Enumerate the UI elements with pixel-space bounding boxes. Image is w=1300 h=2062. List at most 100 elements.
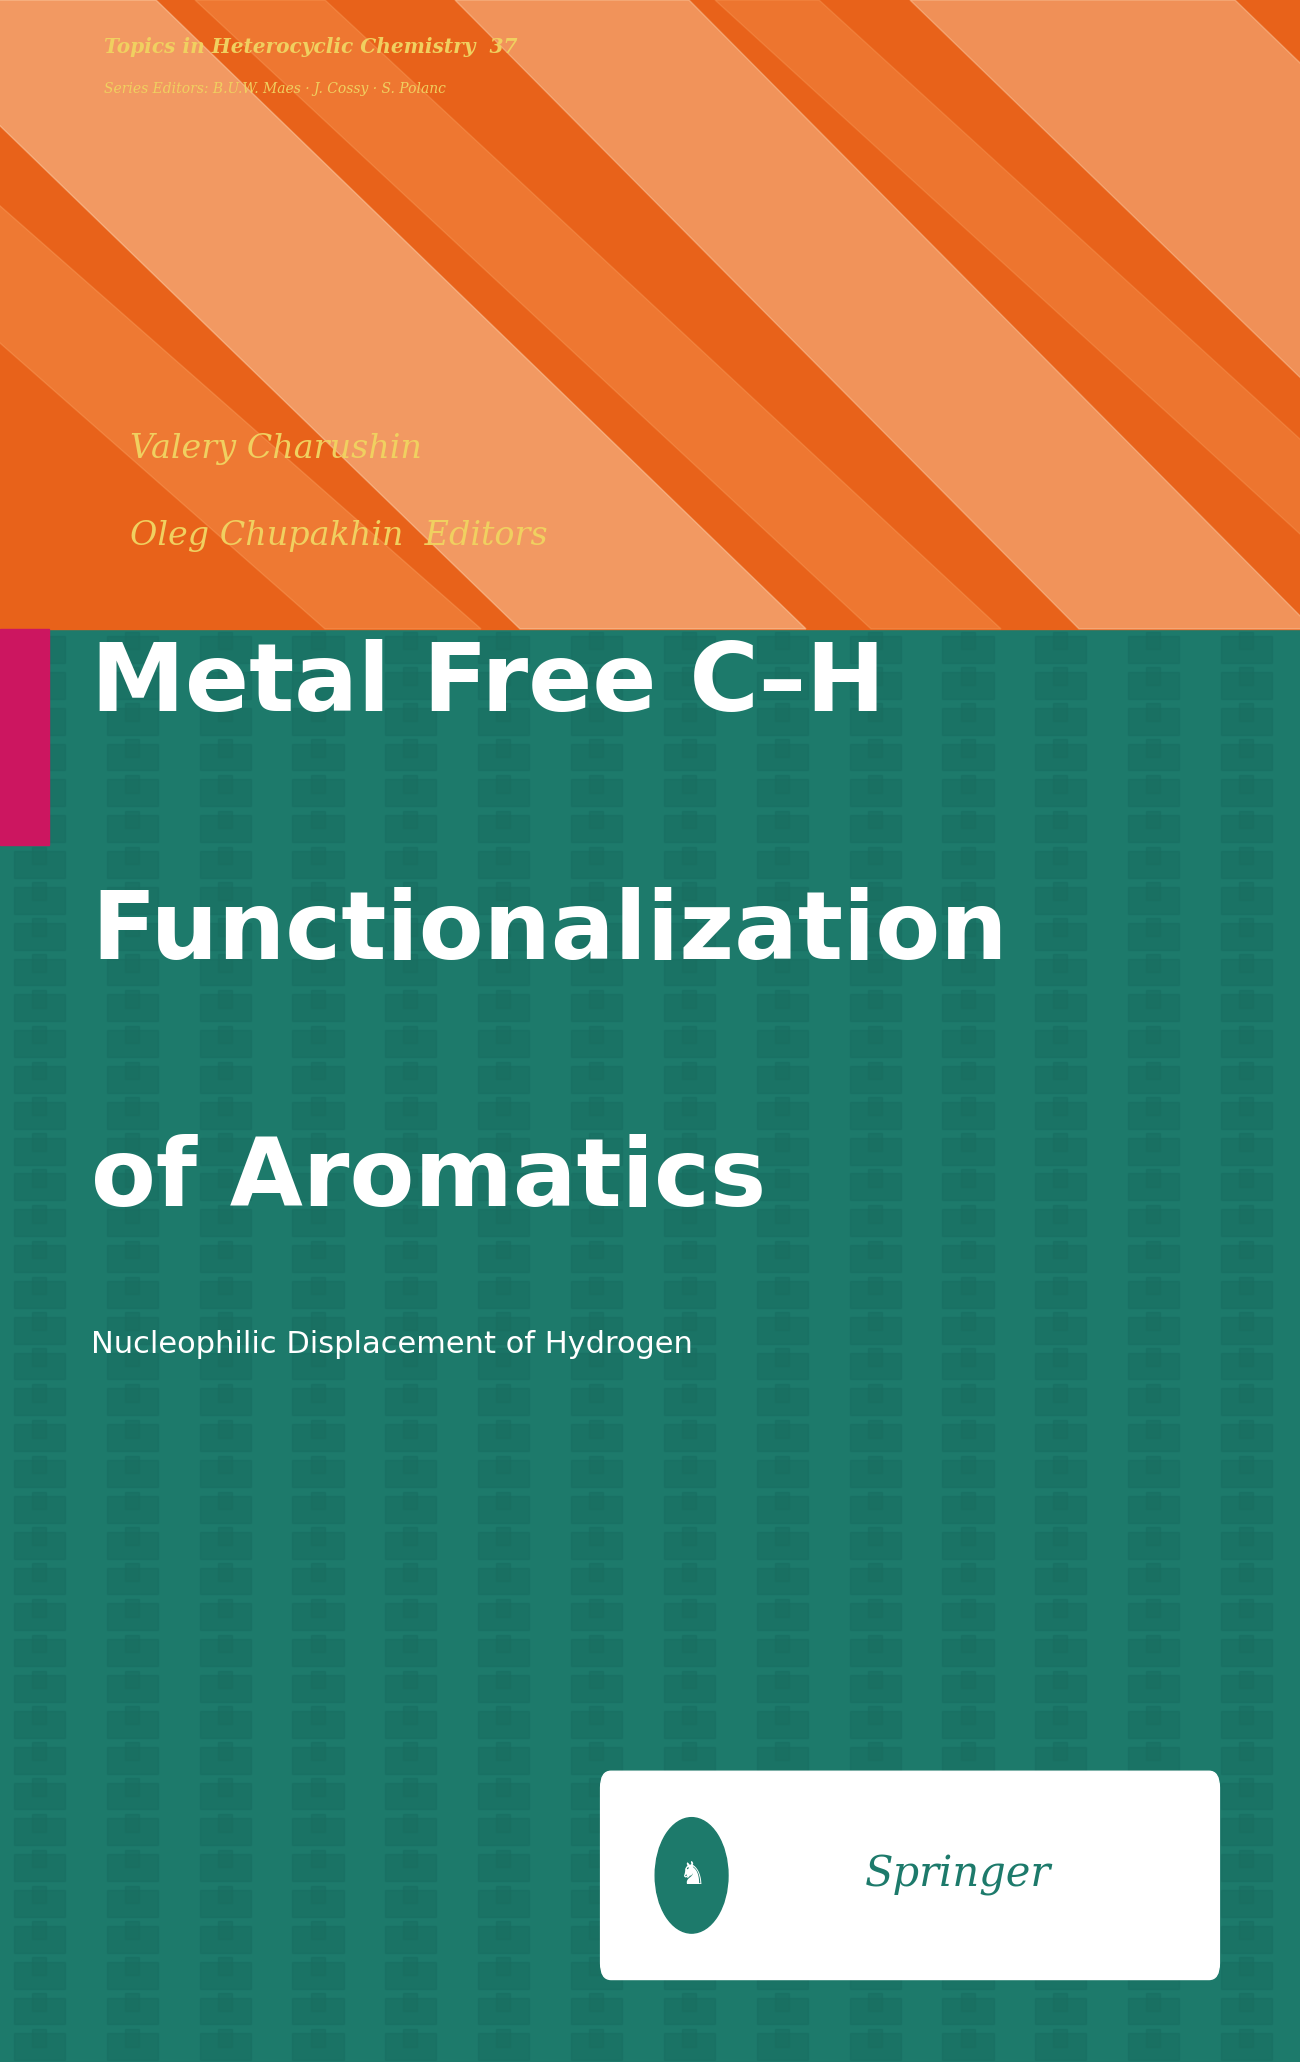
- Bar: [403, 738, 417, 757]
- Bar: [942, 744, 993, 771]
- Bar: [478, 1926, 529, 1953]
- Bar: [107, 1101, 157, 1128]
- Bar: [14, 672, 65, 699]
- Bar: [1239, 810, 1253, 829]
- Bar: [589, 1994, 603, 2010]
- Bar: [107, 1604, 157, 1631]
- Bar: [664, 994, 715, 1021]
- Bar: [478, 1639, 529, 1666]
- Bar: [868, 1311, 881, 1330]
- Bar: [1128, 814, 1179, 841]
- Bar: [1147, 1421, 1160, 1437]
- Bar: [292, 1425, 343, 1452]
- Bar: [32, 1528, 46, 1544]
- Bar: [571, 1532, 623, 1559]
- Bar: [775, 918, 789, 936]
- Bar: [125, 703, 139, 722]
- Bar: [1147, 1670, 1160, 1689]
- Bar: [497, 1491, 510, 1509]
- Bar: [1035, 1066, 1087, 1093]
- Text: Springer: Springer: [864, 1854, 1050, 1897]
- Bar: [942, 600, 993, 627]
- Bar: [497, 1670, 510, 1689]
- Bar: [14, 852, 65, 878]
- Bar: [571, 1281, 623, 1307]
- Bar: [850, 2033, 901, 2060]
- Bar: [682, 1922, 696, 1938]
- Bar: [1035, 994, 1087, 1021]
- Bar: [14, 1031, 65, 1058]
- Bar: [1128, 1747, 1179, 1773]
- Bar: [292, 1961, 343, 1988]
- Bar: [14, 1532, 65, 1559]
- Bar: [497, 1598, 510, 1617]
- Bar: [1035, 1782, 1087, 1810]
- Bar: [589, 1850, 603, 1868]
- Bar: [757, 1961, 807, 1988]
- Bar: [571, 1031, 623, 1058]
- Bar: [868, 1528, 881, 1544]
- Bar: [125, 775, 139, 792]
- Bar: [589, 990, 603, 1008]
- Bar: [403, 1456, 417, 1474]
- Bar: [311, 1276, 325, 1295]
- Bar: [478, 1066, 529, 1093]
- Bar: [125, 1241, 139, 1258]
- Bar: [1053, 775, 1067, 792]
- Bar: [385, 1961, 437, 1988]
- Bar: [478, 1567, 529, 1594]
- Bar: [757, 887, 807, 913]
- Bar: [850, 1208, 901, 1237]
- Polygon shape: [195, 0, 1001, 629]
- Bar: [1147, 1134, 1160, 1151]
- Bar: [1128, 1926, 1179, 1953]
- Bar: [107, 1711, 157, 1738]
- Bar: [125, 1528, 139, 1544]
- Bar: [292, 1460, 343, 1487]
- Bar: [1128, 1460, 1179, 1487]
- Bar: [403, 2029, 417, 2048]
- Bar: [292, 1604, 343, 1631]
- Bar: [961, 1815, 975, 1831]
- Bar: [757, 922, 807, 951]
- Bar: [682, 631, 696, 650]
- Bar: [311, 2029, 325, 2048]
- Bar: [14, 600, 65, 627]
- Bar: [757, 672, 807, 699]
- Bar: [478, 852, 529, 878]
- Bar: [1128, 1782, 1179, 1810]
- Bar: [868, 1742, 881, 1761]
- Bar: [1239, 1025, 1253, 1043]
- Bar: [1221, 1747, 1273, 1773]
- Bar: [403, 1062, 417, 1078]
- Bar: [497, 1815, 510, 1831]
- Bar: [1239, 1957, 1253, 1975]
- Bar: [682, 990, 696, 1008]
- Bar: [497, 847, 510, 864]
- Bar: [1147, 703, 1160, 722]
- Bar: [1239, 1742, 1253, 1761]
- Bar: [311, 703, 325, 722]
- Bar: [664, 1173, 715, 1200]
- Bar: [571, 707, 623, 734]
- Bar: [217, 738, 231, 757]
- Bar: [868, 1885, 881, 1903]
- Bar: [385, 1567, 437, 1594]
- Bar: [961, 1276, 975, 1295]
- Bar: [497, 883, 510, 901]
- Bar: [868, 775, 881, 792]
- Bar: [775, 1204, 789, 1223]
- Bar: [1221, 852, 1273, 878]
- Bar: [682, 1957, 696, 1975]
- Bar: [292, 1138, 343, 1165]
- Bar: [1239, 1528, 1253, 1544]
- Bar: [1221, 1674, 1273, 1701]
- Bar: [961, 1456, 975, 1474]
- Bar: [478, 635, 529, 664]
- Bar: [589, 810, 603, 829]
- Bar: [403, 1885, 417, 1903]
- Bar: [1128, 1532, 1179, 1559]
- Bar: [961, 1598, 975, 1617]
- Bar: [664, 1854, 715, 1881]
- Bar: [1053, 596, 1067, 614]
